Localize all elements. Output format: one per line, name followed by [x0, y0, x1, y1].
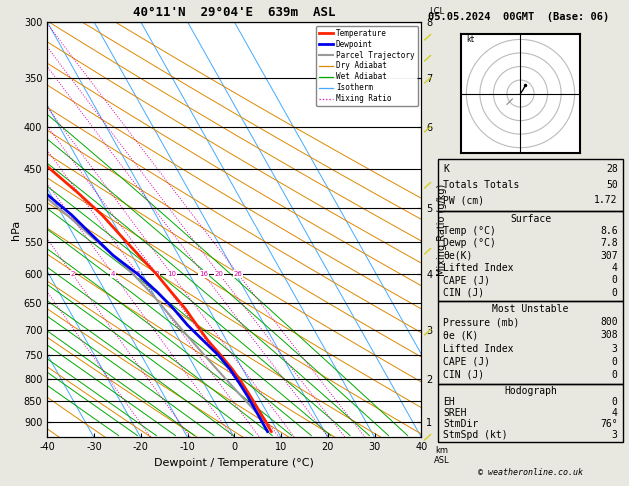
Text: 4: 4: [612, 408, 618, 417]
Text: 05.05.2024  00GMT  (Base: 06): 05.05.2024 00GMT (Base: 06): [428, 12, 610, 22]
Legend: Temperature, Dewpoint, Parcel Trajectory, Dry Adiabat, Wet Adiabat, Isotherm, Mi: Temperature, Dewpoint, Parcel Trajectory…: [316, 26, 418, 106]
Text: Pressure (mb): Pressure (mb): [443, 317, 520, 327]
Text: 76°: 76°: [600, 418, 618, 429]
Text: 20: 20: [215, 271, 224, 277]
Text: © weatheronline.co.uk: © weatheronline.co.uk: [478, 468, 583, 477]
Text: CIN (J): CIN (J): [443, 370, 484, 380]
Text: 7.8: 7.8: [600, 239, 618, 248]
Text: CIN (J): CIN (J): [443, 288, 484, 298]
Text: 3: 3: [612, 430, 618, 439]
Text: 4: 4: [111, 271, 115, 277]
Text: θe (K): θe (K): [443, 330, 479, 340]
Text: Hodograph: Hodograph: [504, 385, 557, 396]
Text: 2: 2: [70, 271, 75, 277]
Text: 1.72: 1.72: [594, 195, 618, 206]
Text: Temp (°C): Temp (°C): [443, 226, 496, 236]
Text: /: /: [422, 53, 431, 64]
Text: CAPE (J): CAPE (J): [443, 276, 491, 285]
Text: CAPE (J): CAPE (J): [443, 357, 491, 366]
Text: 0: 0: [612, 357, 618, 366]
Text: Lifted Index: Lifted Index: [443, 263, 514, 273]
Text: 0: 0: [612, 370, 618, 380]
Text: /: /: [422, 432, 431, 443]
Text: Dewp (°C): Dewp (°C): [443, 239, 496, 248]
Text: /: /: [422, 75, 431, 86]
Y-axis label: Mixing Ratio (g/kg): Mixing Ratio (g/kg): [437, 184, 447, 276]
Text: 28: 28: [606, 164, 618, 174]
Text: PW (cm): PW (cm): [443, 195, 484, 206]
X-axis label: Dewpoint / Temperature (°C): Dewpoint / Temperature (°C): [154, 458, 314, 468]
Text: 0: 0: [612, 397, 618, 407]
Text: 10: 10: [167, 271, 176, 277]
Text: 16: 16: [199, 271, 208, 277]
Text: 0: 0: [612, 276, 618, 285]
Text: km
ASL: km ASL: [434, 446, 450, 465]
Text: StmDir: StmDir: [443, 418, 479, 429]
Text: θe(K): θe(K): [443, 251, 473, 261]
Text: K: K: [443, 164, 449, 174]
Text: /: /: [422, 33, 431, 43]
Text: /: /: [422, 180, 431, 191]
Text: Most Unstable: Most Unstable: [493, 304, 569, 314]
Text: 800: 800: [600, 317, 618, 327]
Text: 8.6: 8.6: [600, 226, 618, 236]
Text: Surface: Surface: [510, 214, 551, 224]
Text: LCL: LCL: [429, 7, 444, 16]
Text: /: /: [422, 328, 431, 338]
Text: 8: 8: [155, 271, 159, 277]
Text: /: /: [422, 246, 431, 257]
Text: kt: kt: [466, 35, 474, 44]
Text: 26: 26: [234, 271, 243, 277]
Text: SREH: SREH: [443, 408, 467, 417]
Text: 308: 308: [600, 330, 618, 340]
Text: 4: 4: [612, 263, 618, 273]
Text: Lifted Index: Lifted Index: [443, 344, 514, 353]
Text: 0: 0: [612, 288, 618, 298]
Text: 3: 3: [612, 344, 618, 353]
Text: 6: 6: [136, 271, 140, 277]
Text: Totals Totals: Totals Totals: [443, 180, 520, 190]
Text: EH: EH: [443, 397, 455, 407]
Text: 307: 307: [600, 251, 618, 261]
Text: StmSpd (kt): StmSpd (kt): [443, 430, 508, 439]
Text: /: /: [422, 124, 431, 135]
Y-axis label: hPa: hPa: [11, 220, 21, 240]
Title: 40°11'N  29°04'E  639m  ASL: 40°11'N 29°04'E 639m ASL: [133, 6, 335, 19]
Text: 50: 50: [606, 180, 618, 190]
